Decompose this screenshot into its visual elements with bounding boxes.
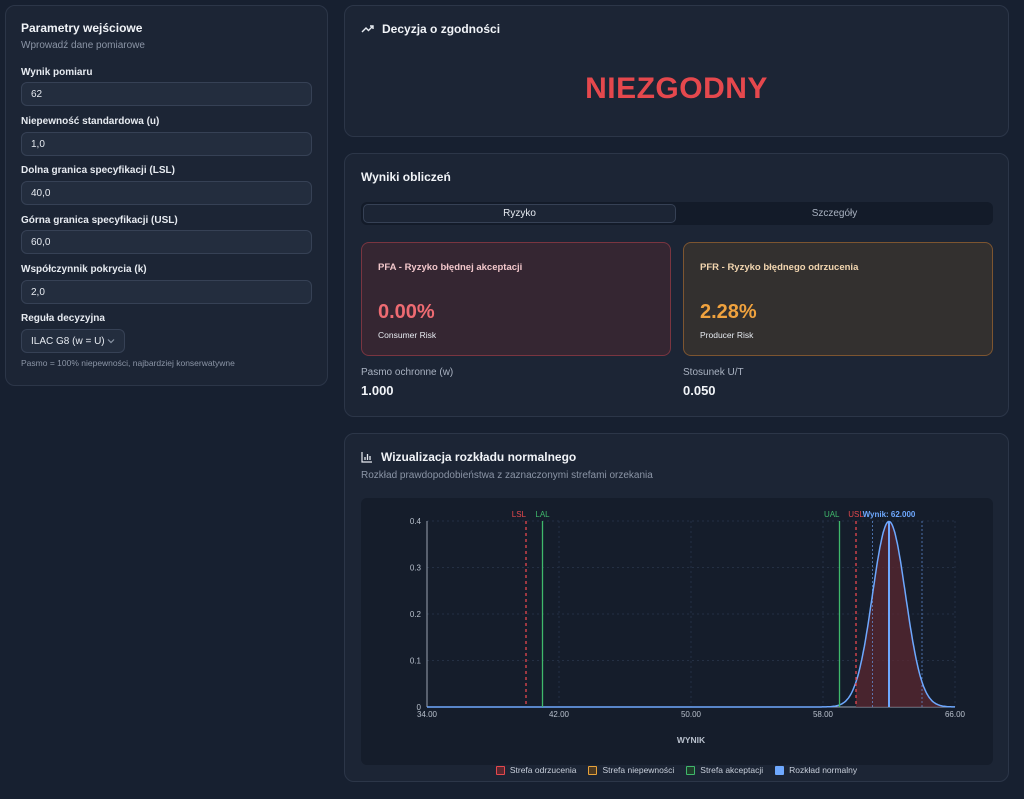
pfr-card: PFR - Ryzyko błędnego odrzucenia 2.28% P… xyxy=(683,242,993,356)
distribution-chart: 0 0.1 0.2 0.3 0.4 34.00 42.00 50.00 58.00 66.00 WY… xyxy=(410,510,966,745)
results-title: Wyniki obliczeń xyxy=(361,170,451,184)
trending-up-icon xyxy=(361,25,374,33)
decision-header: Decyzja o zgodności xyxy=(361,22,500,36)
uncertainty-input[interactable]: 1,0 xyxy=(21,132,312,156)
pfa-title: PFA - Ryzyko błędnej akceptacji xyxy=(378,262,523,273)
guard-band-label: Pasmo ochronne (w) xyxy=(361,367,454,378)
pfa-value: 0.00% xyxy=(378,301,435,323)
ut-ratio-value: 0.050 xyxy=(683,383,716,398)
pfr-value: 2.28% xyxy=(700,301,757,323)
marker-label-usl: USL xyxy=(848,510,864,519)
inputs-title: Parametry wejściowe xyxy=(21,21,143,35)
rule-label: Reguła decyzyjna xyxy=(21,313,105,324)
ut-ratio-label: Stosunek U/T xyxy=(683,367,744,378)
k-input[interactable]: 2,0 xyxy=(21,280,312,304)
lsl-label: Dolna granica specyfikacji (LSL) xyxy=(21,165,175,176)
normal-distribution-line xyxy=(427,520,955,708)
viz-subtitle: Rozkład prawdopodobieństwa z zaznaczonym… xyxy=(361,470,653,481)
chart-legend: Strefa odrzucenia Strefa niepewności Str… xyxy=(345,765,1008,775)
decision-title: Decyzja o zgodności xyxy=(382,22,501,36)
legend-normal[interactable]: Rozkład normalny xyxy=(775,765,857,775)
tab-ryzyko[interactable]: Ryzyko xyxy=(363,204,676,223)
y-tick-label: 0.2 xyxy=(410,610,422,619)
y-tick-label: 0 xyxy=(417,703,422,712)
marker-label-lsl: LSL xyxy=(512,510,527,519)
visualization-card: Wizualizacja rozkładu normalnego Rozkład… xyxy=(344,433,1009,782)
input-parameters-card: Parametry wejściowe Wprowadź dane pomiar… xyxy=(5,5,328,386)
x-tick-label: 66.00 xyxy=(945,710,966,719)
x-tick-label: 58.00 xyxy=(813,710,834,719)
legend-accept[interactable]: Strefa akceptacji xyxy=(686,765,763,775)
marker-label-lal: LAL xyxy=(535,510,550,519)
usl-input[interactable]: 60,0 xyxy=(21,230,312,254)
inputs-subtitle: Wprowadź dane pomiarowe xyxy=(21,40,145,51)
results-card: Wyniki obliczeń Ryzyko Szczegóły PFA - R… xyxy=(344,153,1009,417)
y-tick-label: 0.1 xyxy=(410,657,422,666)
decision-rule-select[interactable]: ILAC G8 (w = U) xyxy=(21,329,125,353)
decision-card: Decyzja o zgodności NIEZGODNY xyxy=(344,5,1009,137)
measurement-label: Wynik pomiaru xyxy=(21,67,93,78)
x-tick-label: 34.00 xyxy=(417,710,438,719)
decision-verdict: NIEZGODNY xyxy=(585,72,768,105)
usl-label: Górna granica specyfikacji (USL) xyxy=(21,215,178,226)
x-tick-label: 42.00 xyxy=(549,710,570,719)
pfa-card: PFA - Ryzyko błędnej akceptacji 0.00% Co… xyxy=(361,242,671,356)
chevron-down-icon xyxy=(107,339,115,344)
pfr-title: PFR - Ryzyko błędnego odrzucenia xyxy=(700,262,859,273)
viz-title: Wizualizacja rozkładu normalnego xyxy=(381,450,577,464)
k-label: Współczynnik pokrycia (k) xyxy=(21,264,147,275)
bar-chart-icon xyxy=(361,451,372,463)
marker-label-wynik: Wynik: 62.000 xyxy=(863,510,916,519)
y-tick-label: 0.3 xyxy=(410,564,422,573)
viz-header: Wizualizacja rozkładu normalnego xyxy=(361,450,576,464)
x-axis-label: WYNIK xyxy=(677,735,706,745)
decision-rule-value: ILAC G8 (w = U) xyxy=(31,335,105,347)
chart-area: 0 0.1 0.2 0.3 0.4 34.00 42.00 50.00 58.00 66.00 WY… xyxy=(361,498,993,765)
results-tabs: Ryzyko Szczegóły xyxy=(361,202,993,225)
uncertainty-label: Niepewność standardowa (u) xyxy=(21,116,160,127)
rule-hint: Pasmo = 100% niepewności, najbardziej ko… xyxy=(21,358,235,368)
pfr-caption: Producer Risk xyxy=(700,330,754,340)
y-tick-label: 0.4 xyxy=(410,517,422,526)
legend-uncertainty[interactable]: Strefa niepewności xyxy=(588,765,674,775)
marker-label-ual: UAL xyxy=(824,510,840,519)
measurement-input[interactable]: 62 xyxy=(21,82,312,106)
legend-reject[interactable]: Strefa odrzucenia xyxy=(495,765,576,775)
reject-zone-area xyxy=(856,521,955,707)
lsl-input[interactable]: 40,0 xyxy=(21,181,312,205)
x-tick-label: 50.00 xyxy=(681,710,702,719)
guard-band-value: 1.000 xyxy=(361,383,394,398)
pfa-caption: Consumer Risk xyxy=(378,330,437,340)
tab-szczegoly[interactable]: Szczegóły xyxy=(811,208,858,219)
